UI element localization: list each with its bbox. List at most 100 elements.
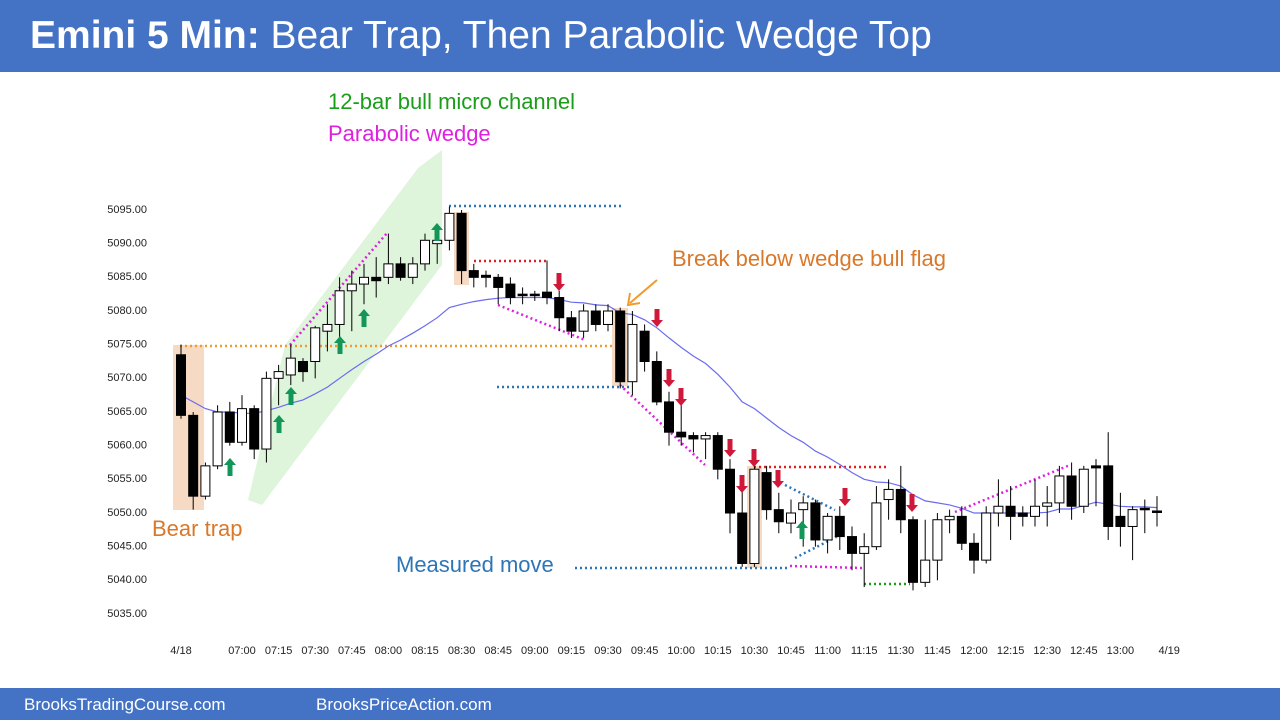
candle-body — [212, 411, 223, 467]
candle-body — [871, 502, 882, 548]
candle-body — [273, 371, 284, 379]
candle-body — [761, 472, 772, 511]
candle-body — [1017, 512, 1028, 517]
y-tick-label: 5040.00 — [107, 574, 147, 586]
buy-arrow — [224, 458, 236, 476]
candle-body — [725, 468, 735, 514]
candle-body — [420, 239, 430, 265]
candle-body — [261, 377, 272, 450]
annotation: Measured move — [396, 552, 554, 577]
candle-body — [1152, 510, 1162, 513]
candle-body — [810, 502, 821, 541]
x-tick-label: 12:45 — [1070, 645, 1098, 657]
pointer-arrow — [629, 279, 658, 304]
y-tick-label: 5035.00 — [107, 608, 147, 620]
y-tick-label: 5050.00 — [107, 507, 147, 519]
y-tick-label: 5080.00 — [107, 305, 147, 317]
buy-arrow — [796, 521, 808, 539]
x-tick-label: 09:45 — [631, 645, 659, 657]
x-tick-label: 11:15 — [851, 645, 878, 657]
buy-arrow — [334, 336, 346, 354]
candle-body — [468, 270, 479, 278]
y-tick-label: 5075.00 — [107, 339, 147, 351]
candle-body — [322, 323, 333, 332]
header: Emini 5 Min: Bear Trap, Then Parabolic W… — [0, 0, 1280, 72]
chart: 5035.00 5040.00 5045.00 5050.00 5055.00 5060.… — [107, 89, 1180, 657]
x-tick-label: 12:30 — [1033, 645, 1061, 657]
x-tick-label: 07:00 — [228, 645, 256, 657]
candle-body — [481, 274, 491, 278]
guide-line — [794, 533, 841, 560]
x-tick-label: 12:15 — [997, 645, 1025, 657]
candle-body — [895, 488, 906, 521]
y-tick-label: 5055.00 — [107, 473, 147, 485]
x-tick-label: 07:30 — [301, 645, 329, 657]
sell-arrow — [748, 449, 760, 467]
candle-body — [407, 263, 418, 278]
candle-body — [908, 519, 918, 583]
sell-arrow — [839, 488, 851, 506]
candle-body — [200, 465, 211, 497]
candle-body — [1091, 465, 1101, 469]
footer-left: BrooksTradingCourse.com — [24, 695, 226, 714]
candle-body — [920, 559, 931, 583]
candle-body — [444, 212, 455, 241]
footer: BrooksTradingCourse.com BrooksPriceActio… — [0, 688, 1280, 720]
candle-body — [883, 488, 894, 501]
candle-body — [798, 502, 809, 511]
candle-body — [1078, 468, 1089, 507]
candle-body — [834, 515, 845, 538]
candle-body — [664, 401, 674, 433]
x-tick-label: 08:30 — [448, 645, 476, 657]
candle-body — [542, 291, 552, 299]
guide-line — [954, 463, 1071, 514]
sell-arrow — [675, 388, 687, 406]
candle-body — [688, 435, 699, 440]
candle-body — [773, 509, 784, 523]
candle-body — [712, 435, 723, 470]
guide-line — [789, 564, 863, 570]
candle-body — [1005, 505, 1016, 517]
buy-arrow — [431, 223, 443, 241]
y-tick-label: 5065.00 — [107, 406, 147, 418]
sell-arrow — [651, 309, 663, 327]
guide-line — [784, 483, 836, 512]
x-tick-label: 09:00 — [521, 645, 549, 657]
candle-body — [1103, 465, 1114, 527]
candle-body — [1066, 475, 1077, 507]
candle-body — [1042, 502, 1053, 507]
candle-body — [237, 408, 247, 443]
candle-body — [859, 546, 870, 554]
candle-body — [359, 276, 369, 285]
candle-body — [529, 293, 540, 297]
candle-body — [639, 330, 650, 363]
candle-body — [334, 290, 345, 325]
candle-body — [1115, 515, 1126, 527]
sell-arrow — [906, 494, 918, 512]
candle-body — [847, 536, 857, 554]
x-tick-label: 08:00 — [375, 645, 403, 657]
candle-body — [249, 408, 260, 450]
candle-body — [554, 297, 565, 319]
candle-body — [188, 414, 199, 497]
x-tick-label: 09:30 — [594, 645, 622, 657]
candle-body — [298, 361, 308, 373]
annotation: Parabolic wedge — [328, 121, 491, 146]
x-tick-label: 09:15 — [558, 645, 586, 657]
pointer-arrow-head — [626, 292, 641, 307]
header-title-bold: Emini 5 Min: — [30, 14, 260, 57]
x-tick-label: 11:30 — [887, 645, 914, 657]
candle-body — [383, 263, 394, 278]
candle-body — [493, 276, 504, 288]
annotation: Bear trap — [152, 516, 243, 541]
x-tick-label: 11:45 — [924, 645, 951, 657]
candle-body — [822, 515, 833, 541]
candle-body — [346, 283, 357, 292]
x-tick-label: 08:15 — [411, 645, 439, 657]
sell-arrow — [553, 273, 565, 291]
candle-body — [786, 512, 796, 524]
guide-line — [497, 303, 586, 342]
candle-body — [310, 327, 321, 363]
annotation: Break below wedge bull flag — [672, 246, 946, 271]
